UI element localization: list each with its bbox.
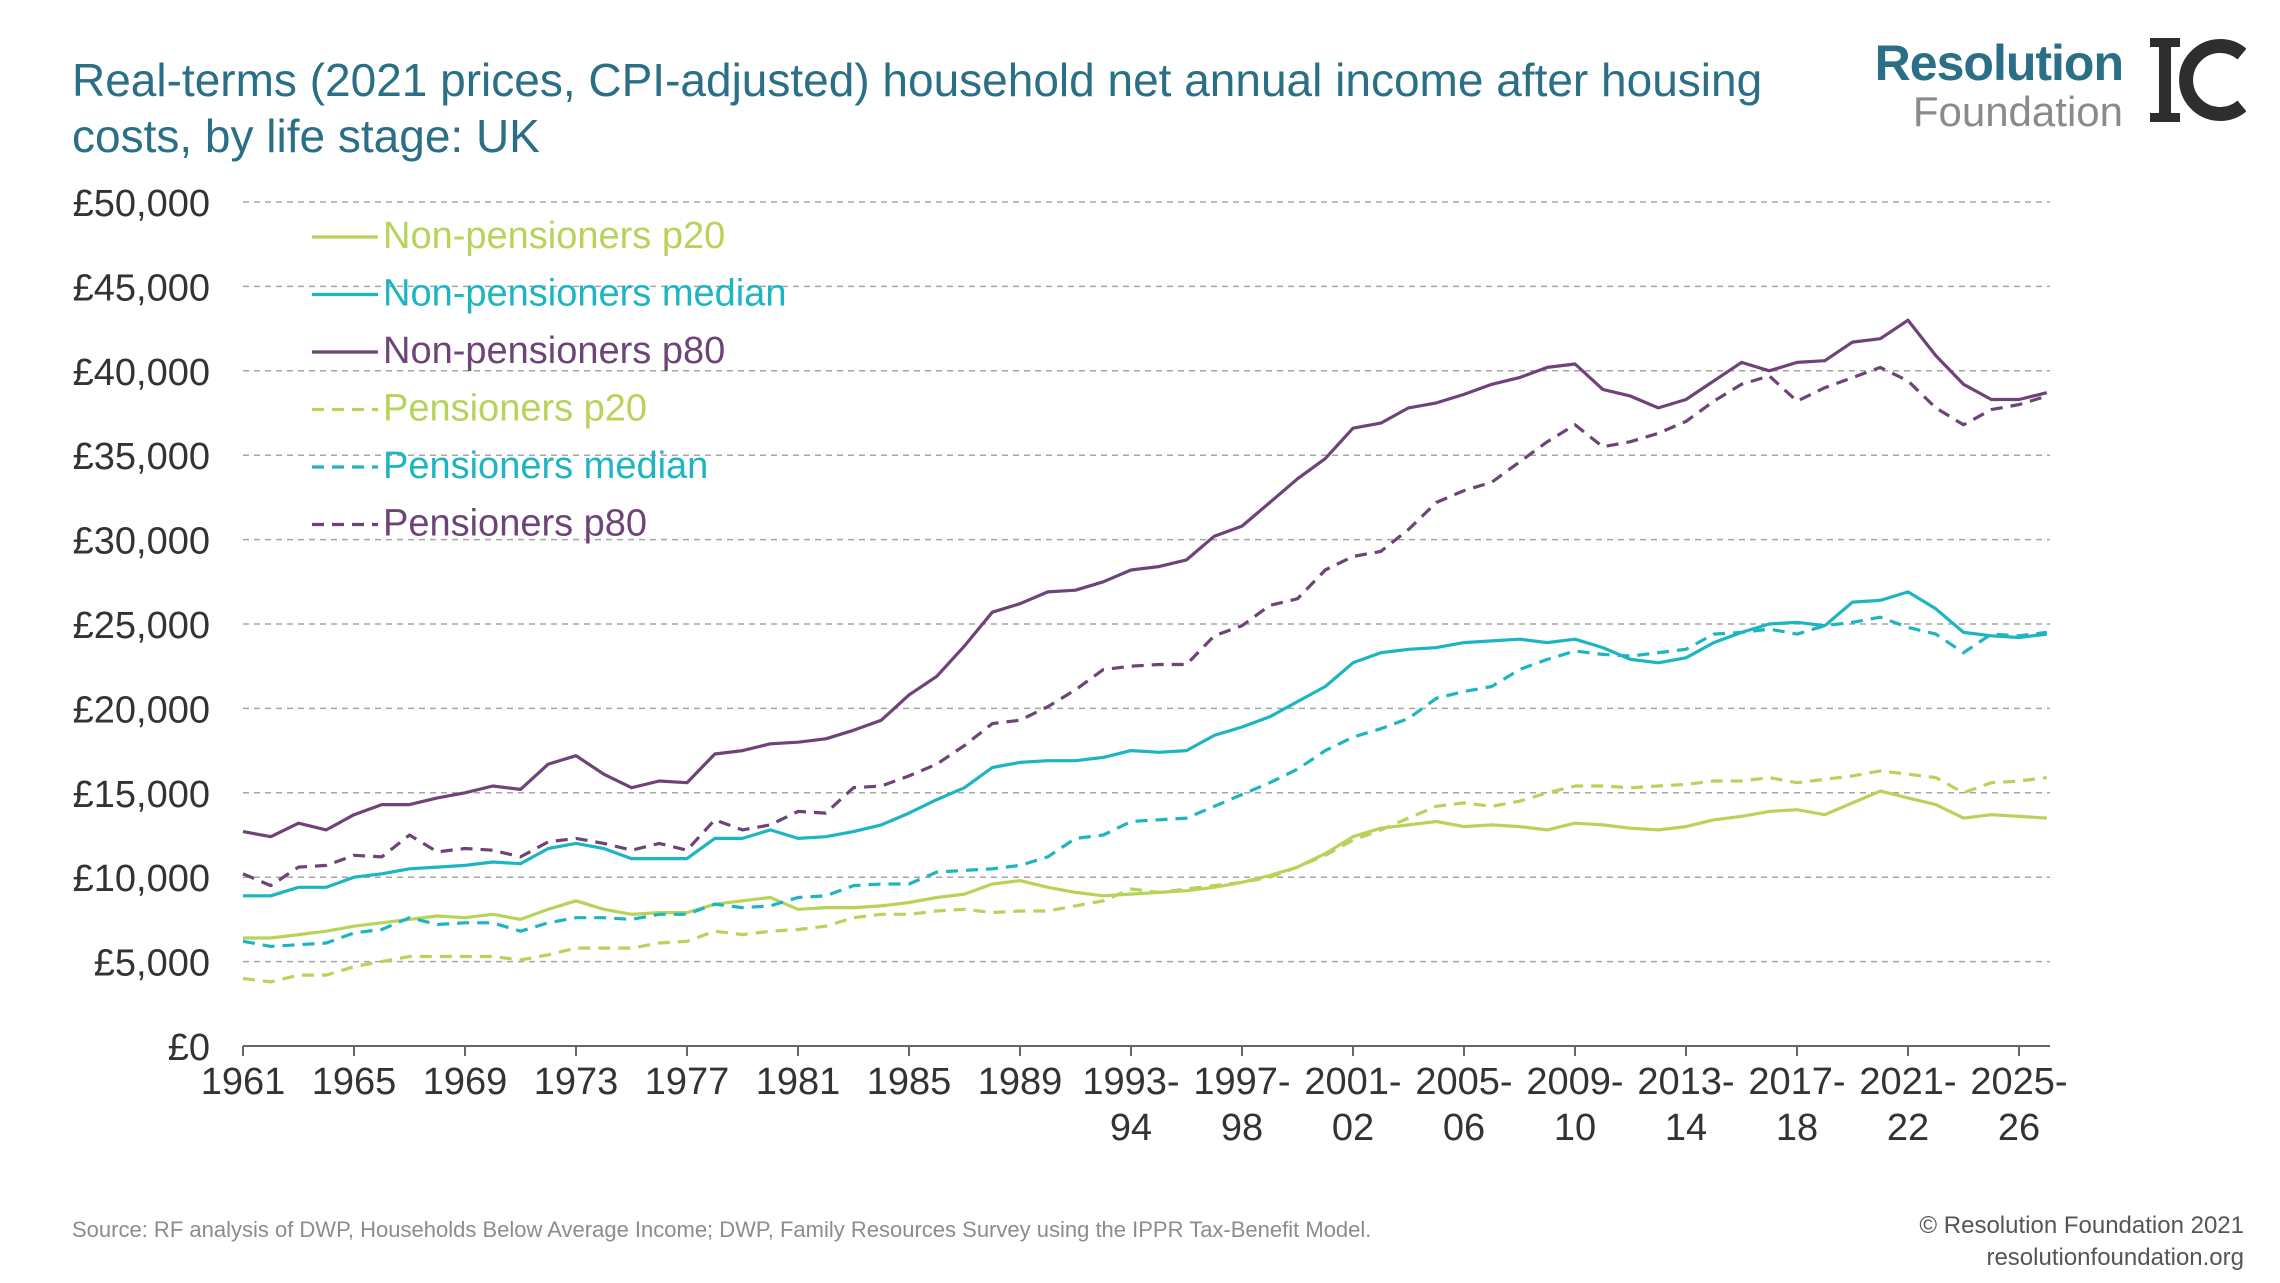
x-tick-label: 1961 [201,1061,286,1103]
x-tick-label: 1989 [978,1061,1063,1103]
chart-title: Real-terms (2021 prices, CPI-adjusted) h… [72,54,1763,162]
gridlines [243,201,2050,963]
axes: £0 £5,000 £10,000 £15,000 £20,000 £25,000 £30,… [73,183,2068,1149]
x-tick-label-line2: 22 [1887,1107,1929,1149]
x-tick-label: 1973 [534,1061,619,1103]
x-tick-label-line2: 98 [1221,1107,1263,1149]
x-tick-label: 1993- [1082,1061,1179,1103]
x-tick-label: 2017- [1748,1061,1845,1103]
x-tick-label: 2025- [1970,1061,2067,1103]
x-tick-label: 2021- [1859,1061,1956,1103]
x-tick-label-line2: 06 [1443,1107,1485,1149]
logo-line-1: Resolution [1874,35,2124,91]
series-line [243,789,2047,940]
x-tick-label: 2001- [1304,1061,1401,1103]
series-line [242,365,2048,888]
y-tick-label: £20,000 [73,689,210,731]
y-tick-label: £45,000 [73,267,210,309]
x-tick-label-line2: 26 [1998,1107,2040,1149]
ic-monogram-icon [2150,38,2246,122]
legend-label: Pensioners p80 [383,503,647,545]
resolution-foundation-logo: Resolution Foundation [1848,35,2124,135]
copyright-text: © Resolution Foundation 2021 [1919,1212,2244,1239]
x-tick-label: 2005- [1415,1061,1512,1103]
y-tick-label: £30,000 [73,521,210,563]
logo-line-2: Foundation [1912,88,2123,135]
series-line [242,615,2047,949]
source-note: Source: RF analysis of DWP, Households B… [72,1217,1372,1242]
website-link[interactable]: resolutionfoundation.org [1986,1244,2244,1271]
x-tick-label: 1977 [645,1061,730,1103]
y-tick-label: £50,000 [73,183,210,225]
x-tick-label-line2: 14 [1665,1107,1707,1149]
x-tick-label-line2: 02 [1332,1107,1374,1149]
y-tick-label: £35,000 [73,436,210,478]
series-line [243,590,2047,898]
y-tick-label: £25,000 [73,605,210,647]
series-lines [242,318,2048,984]
y-tick-label: £0 [168,1027,210,1069]
y-tick-label: £5,000 [94,943,210,985]
x-tick-label: 2009- [1526,1061,1623,1103]
x-tick-label-line2: 10 [1554,1107,1596,1149]
footer-credit: © Resolution Foundation 2021 resolutionf… [1919,1210,2244,1274]
y-tick-label: £10,000 [73,858,210,900]
legend: Non-pensioners p20 Non-pensioners median N… [312,215,786,545]
x-tick-label: 2013- [1637,1061,1734,1103]
legend-label: Pensioners p20 [383,388,647,430]
x-tick-label: 1981 [756,1061,841,1103]
legend-label: Pensioners median [383,445,708,487]
x-tick-label: 1997- [1193,1061,1290,1103]
legend-label: Non-pensioners median [383,273,786,315]
series-line [242,318,2048,839]
y-tick-label: £40,000 [73,352,210,394]
x-tick-label: 1985 [867,1061,952,1103]
x-tick-label-line2: 94 [1110,1107,1152,1149]
legend-label: Non-pensioners p80 [383,330,725,372]
y-tick-label: £15,000 [73,774,210,816]
x-tick-label-line2: 18 [1776,1107,1818,1149]
x-tick-label: 1969 [423,1061,508,1103]
legend-label: Non-pensioners p20 [383,215,725,257]
x-tick-label: 1965 [312,1061,397,1103]
series-line [242,769,2047,984]
